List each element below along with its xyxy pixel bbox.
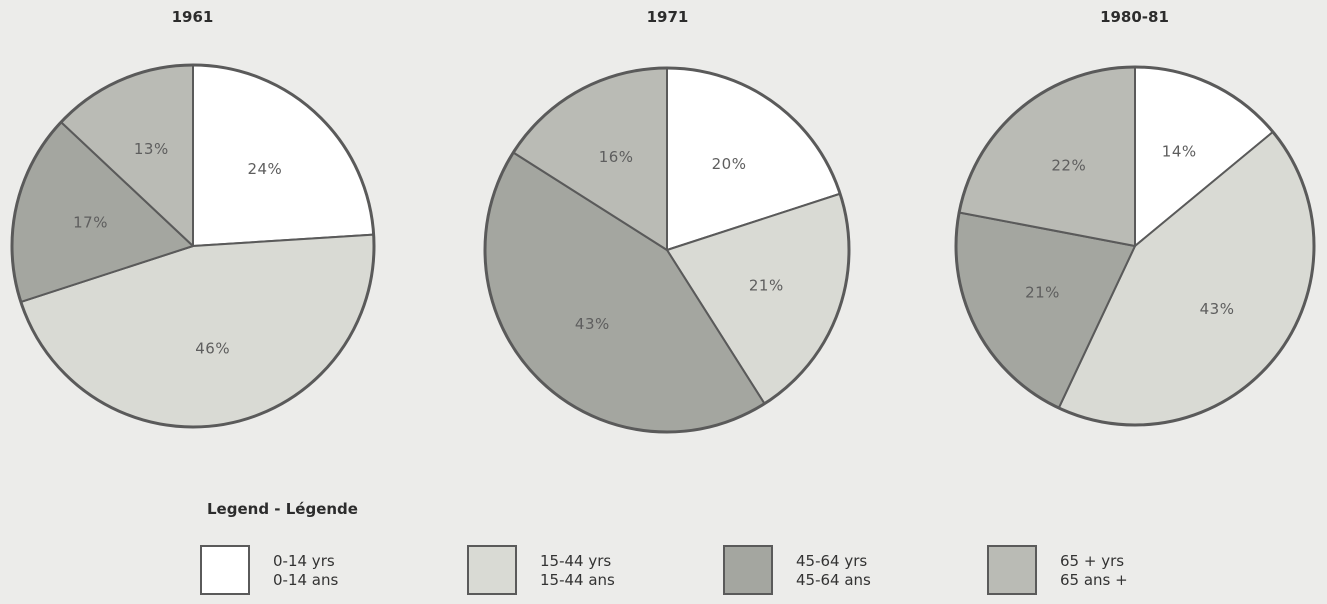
- legend-label-en-15-44: 15-44 yrs: [540, 552, 612, 570]
- pie-outline-1980-81: [954, 65, 1316, 427]
- legend-swatch-15-44: [467, 545, 517, 595]
- pie-chart-1961: 1961 24% 46% 17% 13%: [0, 0, 385, 440]
- pie-outline-1971: [483, 66, 851, 434]
- legend-label-fr-15-44: 15-44 ans: [540, 571, 615, 589]
- pie-label-1961-0-14: 24%: [247, 160, 282, 178]
- legend-label-en-65-plus: 65 + yrs: [1060, 552, 1125, 570]
- pie-slice-1961-0-14: [192, 64, 375, 247]
- pie-svg-1980-81: 14% 43% 21% 22%: [954, 65, 1316, 427]
- pie-label-1980-81-0-14: 14%: [1162, 143, 1197, 161]
- legend-label-en-0-14: 0-14 yrs: [273, 552, 335, 570]
- legend-label-en-45-64: 45-64 yrs: [796, 552, 868, 570]
- pie-title-1980-81: 1980-81: [1100, 8, 1169, 26]
- pie-label-1971-0-14: 20%: [712, 155, 747, 173]
- pie-label-1980-81-15-44: 43%: [1200, 300, 1235, 318]
- pie-chart-1971: 1971 20% 21% 43% 16%: [475, 0, 860, 440]
- pie-label-1971-15-44: 21%: [749, 276, 784, 294]
- legend-label-fr-65-plus: 65 ans +: [1060, 571, 1128, 589]
- pie-title-1971: 1971: [646, 8, 689, 26]
- pie-label-1971-65-plus: 16%: [599, 148, 634, 166]
- pie-svg-1971: 20% 21% 43% 16%: [483, 66, 851, 434]
- pie-outline-1961: [10, 63, 376, 429]
- legend-title: Legend - Légende: [207, 500, 358, 518]
- pie-label-1980-81-45-64: 21%: [1025, 284, 1060, 302]
- legend-swatch-65-plus: [987, 545, 1037, 595]
- pie-label-1961-45-64: 17%: [73, 214, 108, 232]
- pie-label-1980-81-65-plus: 22%: [1051, 157, 1086, 175]
- legend-label-fr-0-14: 0-14 ans: [273, 571, 339, 589]
- legend-label-fr-45-64: 45-64 ans: [796, 571, 871, 589]
- legend-swatch-0-14: [200, 545, 250, 595]
- pie-label-1971-45-64: 43%: [575, 315, 610, 333]
- legend-swatch-45-64: [723, 545, 773, 595]
- pie-label-1961-15-44: 46%: [195, 340, 230, 358]
- pie-title-1961: 1961: [171, 8, 214, 26]
- pie-chart-1980-81: 1980-81 14% 43% 21% 22%: [942, 0, 1327, 440]
- pie-svg-1961: 24% 46% 17% 13%: [10, 63, 376, 429]
- pie-label-1961-65-plus: 13%: [134, 140, 169, 158]
